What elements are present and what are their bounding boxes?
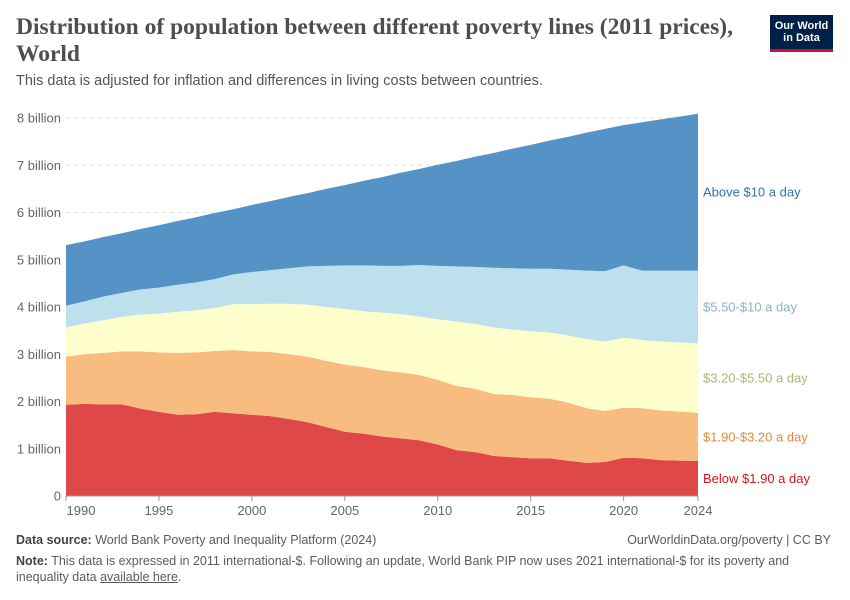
y-tick-label: 6 billion — [17, 205, 61, 220]
owid-logo[interactable]: Our World in Data — [770, 15, 833, 52]
x-tick-label: 2024 — [684, 503, 713, 518]
y-tick-label: 5 billion — [17, 252, 61, 267]
x-tick-label: 1995 — [144, 503, 173, 518]
y-tick-label: 2 billion — [17, 394, 61, 409]
y-tick-label: 0 — [54, 489, 61, 504]
x-tick-label: 1990 — [67, 503, 96, 518]
x-tick-label: 2010 — [423, 503, 452, 518]
area--3-20-5-50-a-day[interactable] — [66, 303, 698, 413]
series-labels: Below $1.90 a day $1.90-$3.20 a day $3.20-… — [703, 185, 810, 486]
area-below-1-90-a-day[interactable] — [66, 403, 698, 496]
y-tick-label: 8 billion — [17, 111, 61, 126]
x-axis: 1990 1995 2000 2005 2010 2015 2020 2024 — [65, 495, 713, 518]
series-label[interactable]: $5.50-$10 a day — [703, 300, 797, 315]
x-tick-label: 2020 — [609, 503, 638, 518]
areas — [66, 113, 698, 496]
available-here-link[interactable]: available here — [100, 570, 178, 584]
y-tick-label: 4 billion — [17, 300, 61, 315]
series-label[interactable]: Above $10 a day — [703, 185, 801, 200]
chart-title: Distribution of population between diffe… — [16, 14, 733, 67]
series-label[interactable]: $1.90-$3.20 a day — [703, 429, 808, 444]
y-tick-label: 7 billion — [17, 158, 61, 173]
x-tick-label: 2005 — [330, 503, 359, 518]
chart-subtitle: This data is adjusted for inflation and … — [16, 73, 543, 89]
y-tick-label: 3 billion — [17, 347, 61, 362]
note: Note: This data is expressed in 2011 int… — [16, 554, 790, 584]
logo-text: Our World in Data — [774, 20, 829, 44]
data-source: Data source: World Bank Poverty and Ineq… — [16, 533, 377, 547]
area--1-90-3-20-a-day[interactable] — [66, 349, 698, 463]
area-above-10-a-day[interactable] — [66, 113, 698, 306]
series-label[interactable]: Below $1.90 a day — [703, 471, 810, 486]
credit-link[interactable]: OurWorldinData.org/poverty | CC BY — [627, 533, 831, 547]
y-axis: 0 1 billion 2 billion 3 billion 4 billion 5 b… — [17, 111, 61, 504]
x-tick-label: 2015 — [516, 503, 545, 518]
x-tick-label: 2000 — [237, 503, 266, 518]
y-tick-label: 1 billion — [17, 441, 61, 456]
area--5-50-10-a-day[interactable] — [66, 264, 698, 344]
series-label[interactable]: $3.20-$5.50 a day — [703, 371, 808, 386]
